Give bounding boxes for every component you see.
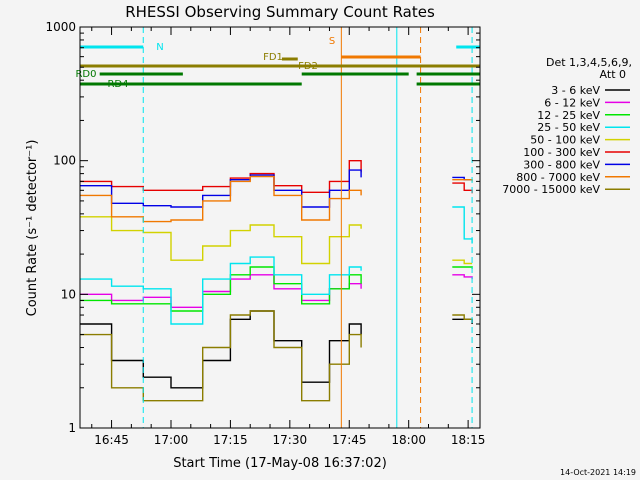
flag-label-rd4: RD4: [107, 79, 128, 90]
series-line-2-segment-0: [79, 266, 362, 312]
plot-layer: [79, 27, 473, 428]
series-line-8-segment-0: [79, 310, 362, 402]
flag-label-fd1: FD1: [263, 52, 283, 63]
x-tick-label-5: 18:00: [391, 433, 426, 447]
axes: 1 10 100 1000 16:45 17:00 17:15 17:30 17:45 18:00…: [45, 20, 485, 447]
legend-entry-label-8: 7000 - 15000 keV: [502, 183, 600, 196]
x-tick-label-2: 17:15: [213, 433, 248, 447]
x-tick-label-0: 16:45: [94, 433, 129, 447]
x-tick-label-3: 17:30: [273, 433, 308, 447]
x-tick-label-6: 18:15: [451, 433, 486, 447]
legend-entry-label-3: 25 - 50 keV: [537, 121, 600, 134]
y-tick-label-3: 1000: [45, 20, 76, 34]
status-flags: N S FD1 FD2 RD0 RD4: [75, 36, 480, 90]
legend-entry-label-4: 50 - 100 keV: [530, 134, 600, 147]
flag-label-n: N: [156, 42, 163, 53]
series-line-8-segment-1: [452, 314, 473, 320]
y-tick-label-1: 10: [61, 287, 76, 301]
chart-title: RHESSI Observing Summary Count Rates: [125, 3, 435, 21]
flag-label-fd2: FD2: [298, 61, 318, 72]
footer-date: 14-Oct-2021 14:19: [560, 468, 636, 477]
y-tick-label-2: 100: [53, 154, 76, 168]
legend-entry-label-6: 300 - 800 keV: [523, 158, 600, 171]
plot-frame: [79, 26, 481, 429]
x-tick-label-4: 17:45: [332, 433, 367, 447]
legend-entry-label-5: 100 - 300 keV: [523, 146, 600, 159]
legend-header-line-1: Det 1,3,4,5,6,9,: [546, 56, 632, 69]
flag-label-rd0: RD0: [75, 69, 96, 80]
flag-label-s: S: [329, 36, 335, 47]
legend-entry-label-7: 800 - 7000 keV: [516, 171, 600, 184]
x-axis-label: Start Time (17-May-08 16:37:02): [173, 456, 387, 471]
legend-header-line-2: Att 0: [600, 68, 626, 81]
y-tick-label-0: 1: [68, 421, 76, 435]
series-line-4-segment-1: [452, 259, 473, 265]
legend-entry-label-2: 12 - 25 keV: [537, 109, 600, 122]
legend-entry-label-0: 3 - 6 keV: [551, 84, 600, 97]
y-axis-label: Count Rate (s⁻¹ detector⁻¹): [25, 140, 40, 317]
x-tick-label-1: 17:00: [154, 433, 189, 447]
legend-entry-label-1: 6 - 12 keV: [544, 96, 600, 109]
